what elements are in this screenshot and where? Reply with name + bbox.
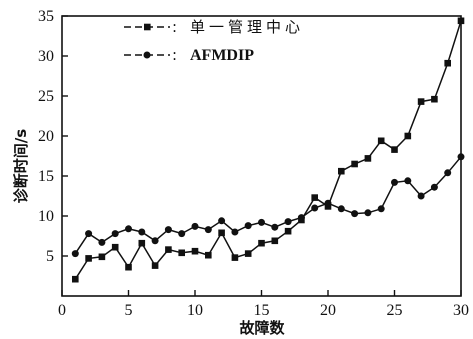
- circle-point: [231, 228, 239, 236]
- square-point: [431, 95, 438, 103]
- square-point: [191, 247, 199, 255]
- square-point: [284, 227, 292, 235]
- circle-point: [271, 223, 279, 231]
- square-point: [218, 229, 225, 237]
- square-point: [205, 251, 212, 259]
- y-tick-label: 35: [38, 8, 54, 25]
- legend-item: : AFMDIP: [124, 46, 254, 64]
- y-tick-label: 5: [46, 248, 54, 265]
- circle-point: [218, 217, 226, 225]
- circle-point: [337, 205, 345, 213]
- legend-circle-marker: [143, 51, 151, 59]
- circle-point: [71, 250, 79, 258]
- y-tick-label: 10: [38, 208, 54, 225]
- legend-colon: :: [172, 46, 177, 64]
- square-point: [364, 155, 372, 162]
- square-point: [444, 59, 451, 67]
- x-axis-ticks: 0 5 10 15 20 25 30: [58, 290, 469, 319]
- plot-frame: [61, 15, 462, 297]
- x-tick-label: 10: [187, 302, 203, 319]
- y-tick-label: 30: [38, 48, 54, 65]
- circle-point: [417, 192, 425, 200]
- legend-colon: :: [172, 18, 177, 36]
- legend: : 单一管理中心: AFMDIP: [124, 18, 304, 64]
- y-tick-label: 20: [38, 128, 54, 145]
- x-axis-label: 故障数: [239, 319, 285, 337]
- circle-point: [258, 218, 265, 226]
- circle-point: [111, 230, 119, 238]
- legend-label: 单一管理中心: [190, 18, 304, 36]
- square-point: [85, 255, 92, 262]
- square-point: [138, 239, 146, 247]
- series-layer: [71, 17, 465, 283]
- x-tick-label: 30: [453, 302, 469, 319]
- square-point: [391, 146, 398, 153]
- square-point: [125, 263, 132, 271]
- circle-point: [191, 222, 199, 230]
- y-axis-label: 诊断时间/s: [12, 129, 30, 203]
- y-tick-label: 25: [38, 88, 54, 105]
- x-tick-label: 5: [125, 302, 133, 319]
- series-afmdip: [71, 153, 465, 258]
- x-tick-label: 20: [320, 302, 336, 319]
- circle-point: [430, 183, 438, 191]
- x-tick-label: 0: [58, 302, 66, 319]
- circle-point: [85, 230, 93, 238]
- square-point: [244, 250, 252, 257]
- square-point: [351, 160, 358, 168]
- square-point: [311, 194, 318, 201]
- series-line: [74, 20, 462, 280]
- circle-point: [244, 222, 252, 230]
- square-point: [111, 243, 119, 251]
- circle-point: [404, 177, 412, 185]
- circle-point: [98, 238, 106, 246]
- circle-point: [351, 210, 359, 218]
- legend-item: : 单一管理中心: [124, 18, 304, 36]
- circle-point: [444, 169, 452, 177]
- x-tick-label: 15: [254, 302, 270, 319]
- circle-point: [204, 226, 212, 234]
- square-point: [417, 98, 425, 105]
- circle-point: [178, 230, 186, 238]
- series-line: [74, 156, 462, 255]
- circle-point: [324, 199, 332, 207]
- square-point: [151, 262, 159, 269]
- circle-point: [284, 218, 292, 226]
- y-tick-label: 15: [38, 168, 54, 185]
- x-tick-label: 25: [387, 302, 403, 319]
- square-point: [98, 253, 106, 261]
- circle-point: [151, 237, 159, 245]
- circle-point: [297, 214, 305, 222]
- circle-point: [125, 225, 132, 233]
- square-point: [457, 17, 465, 25]
- square-point: [377, 137, 385, 145]
- legend-label: AFMDIP: [190, 47, 254, 64]
- square-point: [258, 239, 265, 247]
- circle-point: [311, 204, 319, 212]
- series-single-center: [72, 17, 465, 283]
- circle-point: [364, 209, 372, 217]
- square-point: [165, 246, 172, 253]
- circle-point: [164, 226, 172, 234]
- square-point: [404, 132, 412, 140]
- square-point: [231, 254, 239, 261]
- square-point: [72, 275, 79, 283]
- circle-point: [138, 228, 146, 236]
- circle-point: [377, 205, 385, 213]
- square-point: [178, 249, 185, 257]
- y-axis-ticks: 5 10 15 20 25 30 35: [38, 8, 68, 265]
- square-point: [271, 237, 279, 245]
- square-point: [338, 167, 345, 175]
- circle-point: [391, 178, 398, 186]
- circle-point: [457, 153, 465, 161]
- legend-square-marker: [144, 23, 151, 31]
